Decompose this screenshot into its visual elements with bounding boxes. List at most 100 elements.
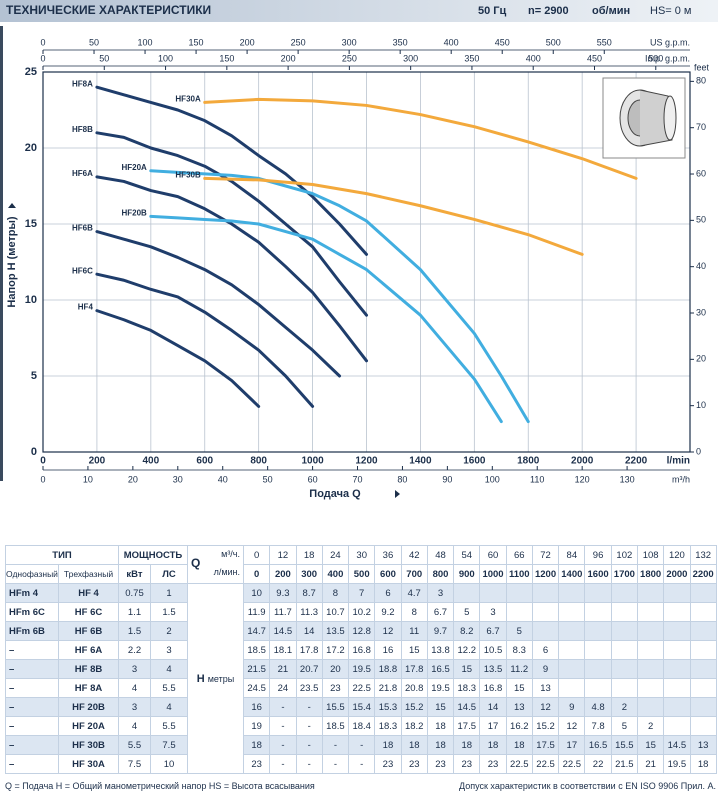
secondary-tick-label: 250 <box>291 37 306 47</box>
x-axis-arrow <box>395 490 400 498</box>
curve <box>95 272 315 408</box>
head-value: 8 <box>321 583 350 603</box>
head-value: 11.3 <box>295 602 323 622</box>
data-row: – HF 20A 4 5.5 19- -18.5 18.4 18.3 18.2 18 17.5 17 1… <box>5 716 717 736</box>
curve <box>203 176 584 256</box>
x-unit-label: l/min <box>667 456 690 467</box>
y-tick-label: 25 <box>25 66 37 78</box>
head-value <box>689 678 717 698</box>
head-value: 20.7 <box>295 659 323 679</box>
head-value: 16.8 <box>348 640 376 660</box>
x-tick-label: 1000 <box>301 456 324 467</box>
secondary-tick-label: 90 <box>442 474 452 484</box>
y-tick-label: 10 <box>25 294 37 306</box>
head-value: 18 <box>453 735 481 755</box>
head-value: 18.8 <box>374 659 402 679</box>
head-value: 16 <box>242 697 271 717</box>
head-value: 6 <box>531 640 560 660</box>
head-value <box>610 659 638 679</box>
head-value: 17 <box>558 735 586 755</box>
flow-m3h: 96 <box>584 545 612 565</box>
flow-lmin: 1700 <box>610 564 638 584</box>
head-value: 17.8 <box>295 640 323 660</box>
head-value <box>636 640 665 660</box>
single-phase: – <box>5 716 59 736</box>
data-row: HFm 6B HF 6B 1.5 2 14.7 14.5 14 13.5 12.8 12 11 9.7… <box>5 621 717 641</box>
flow-lmin: 0 <box>242 564 271 584</box>
head-value: 24 <box>269 678 297 698</box>
head-value <box>663 602 691 622</box>
curve <box>95 230 342 378</box>
x-tick-label: 0 <box>40 456 46 467</box>
head-value: - <box>348 754 376 774</box>
secondary-tick-label: 120 <box>575 474 590 484</box>
head-value <box>689 659 717 679</box>
plot-border <box>42 71 691 453</box>
head-value: 18 <box>400 735 428 755</box>
footer-legend: Q = Подача H = Общий манометрический нап… <box>5 781 315 791</box>
head-value: 18.3 <box>453 678 481 698</box>
flow-lmin: 1200 <box>531 564 560 584</box>
flow-lmin: 800 <box>426 564 455 584</box>
secondary-tick-label: 0 <box>40 474 45 484</box>
head-value: - <box>269 697 297 717</box>
head-value <box>610 583 638 603</box>
head-value: 5 <box>505 621 533 641</box>
power-kw: 1.1 <box>118 602 151 622</box>
head-value: 12.2 <box>453 640 481 660</box>
power-kw: 3 <box>118 697 151 717</box>
three-phase: HF 8B <box>58 659 119 679</box>
flow-m3h: 72 <box>531 545 560 565</box>
curve <box>149 214 503 424</box>
head-value: 21.8 <box>374 678 402 698</box>
left-edge <box>0 26 3 481</box>
head-value: 22.5 <box>531 754 560 774</box>
head-value: 12 <box>374 621 402 641</box>
head-value: 19 <box>242 716 271 736</box>
flow-lmin: 500 <box>348 564 376 584</box>
flow-m3h: 54 <box>453 545 481 565</box>
head-value: - <box>295 754 323 774</box>
head-value: 7 <box>348 583 376 603</box>
head-value <box>610 678 638 698</box>
flow-lmin: 1600 <box>584 564 612 584</box>
y2-tick-label: 40 <box>696 261 706 271</box>
power-kw: 3 <box>118 659 151 679</box>
head-value: 9.7 <box>426 621 455 641</box>
secondary-tick-label: 550 <box>597 37 612 47</box>
head-value: 2 <box>636 716 665 736</box>
head-value: 13.5 <box>321 621 350 641</box>
head-value: 23 <box>479 754 507 774</box>
curve <box>95 131 368 317</box>
h-unit: метры <box>207 673 235 684</box>
secondary-tick-label: 50 <box>263 474 273 484</box>
head-value <box>610 621 638 641</box>
flow-m3h: 60 <box>479 545 507 565</box>
head-value: 9 <box>558 697 586 717</box>
curve <box>95 175 368 363</box>
power-hp: 10 <box>150 754 188 774</box>
three-phase: HF 30B <box>58 735 119 755</box>
footer: Q = Подача H = Общий манометрический нап… <box>5 781 716 791</box>
flow-m3h: 36 <box>374 545 402 565</box>
head-value: 13 <box>505 697 533 717</box>
secondary-tick-label: 100 <box>138 37 153 47</box>
three-phase: HF 6B <box>58 621 119 641</box>
head-value: 24.5 <box>242 678 271 698</box>
head-value <box>558 621 586 641</box>
y2-tick-label: 80 <box>696 76 706 86</box>
head-value: 15 <box>505 678 533 698</box>
head-value: 7.8 <box>584 716 612 736</box>
x-tick-label: 1800 <box>517 456 540 467</box>
flow-m3h: 18 <box>295 545 323 565</box>
head-value: 18 <box>426 735 455 755</box>
head-value: 10.7 <box>321 602 350 622</box>
power-kw: 5.5 <box>118 735 151 755</box>
flow-lmin: 2200 <box>689 564 717 584</box>
head-value: 15.2 <box>400 697 428 717</box>
data-row: – HF 6A 2.2 3 18.5 18.1 17.8 17.2 16.8 16 15 13.8 12… <box>5 640 717 660</box>
head-value: 12 <box>558 716 586 736</box>
head-value: 18 <box>505 735 533 755</box>
head-value: 13 <box>531 678 560 698</box>
